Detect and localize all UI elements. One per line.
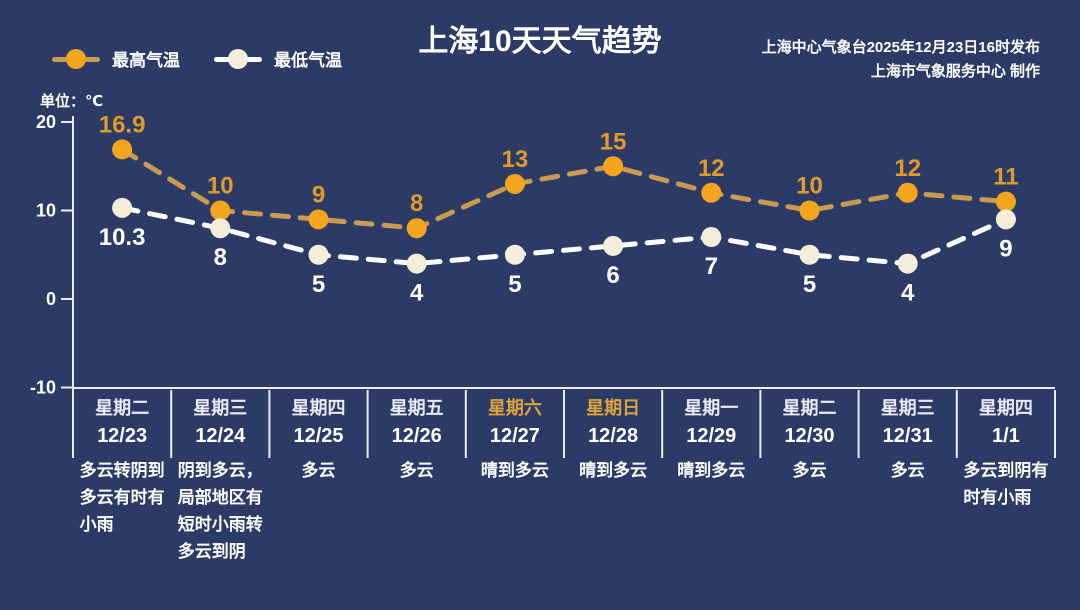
- source-block: 上海中心气象台2025年12月23日16时发布 上海市气象服务中心 制作: [762, 36, 1040, 84]
- low-temp-line: [119, 205, 1009, 267]
- low-temp-value-label: 8: [214, 244, 227, 271]
- low-temp-value-label: 4: [901, 280, 915, 307]
- unit-label: 单位：℃: [40, 93, 104, 110]
- high-temp-point: [112, 139, 133, 160]
- high-temp-line: [119, 146, 1009, 231]
- high-temp-point: [210, 200, 231, 221]
- y-axis-tick-label: 10: [36, 201, 56, 221]
- high-temp-value-label: 10: [207, 173, 234, 200]
- high-temp-value-label: 12: [894, 155, 921, 182]
- source-line-2: 上海市气象服务中心 制作: [870, 63, 1040, 80]
- high-temp-point: [701, 182, 722, 203]
- low-temp-legend-marker-icon: [214, 48, 262, 69]
- low-temp-value-label: 5: [312, 271, 325, 298]
- high-temp-point: [897, 182, 918, 203]
- legend-item-low-temp: 最低气温: [214, 46, 342, 71]
- high-temp-value-label: 9: [312, 181, 325, 208]
- low-temp-point: [112, 197, 133, 218]
- low-temp-value-label: 10.3: [99, 224, 146, 251]
- page-title: 上海10天天气趋势: [418, 25, 662, 58]
- high-temp-value-label: 15: [600, 128, 627, 155]
- high-temp-value-label: 11: [993, 164, 1018, 191]
- high-temp-point: [308, 209, 329, 230]
- low-temp-value-label: 5: [803, 271, 816, 298]
- high-temp-value-label: 13: [502, 146, 529, 173]
- low-temp-point: [210, 218, 231, 239]
- high-temp-value-label: 8: [410, 190, 423, 217]
- high-temp-point: [603, 156, 624, 177]
- y-axis-tick-label: 0: [46, 289, 56, 309]
- low-temp-value-label: 5: [508, 271, 521, 298]
- high-temp-value-label: 10: [796, 173, 823, 200]
- low-temp-point: [995, 209, 1016, 230]
- low-temp-value-label: 4: [410, 280, 424, 307]
- low-temp-point: [504, 244, 525, 265]
- low-temp-value-label: 7: [705, 253, 718, 280]
- low-temp-point: [799, 244, 820, 265]
- legend-label-high-temp: 最高气温: [112, 51, 180, 70]
- y-axis-tick-label: 20: [36, 112, 56, 132]
- low-temp-value-label: 9: [999, 235, 1012, 262]
- source-line-1: 上海中心气象台2025年12月23日16时发布: [761, 39, 1040, 56]
- chart-legend: 最高气温 最低气温: [52, 46, 342, 71]
- high-temp-legend-dot: [66, 48, 86, 69]
- legend-item-high-temp: 最高气温: [52, 46, 180, 71]
- low-temp-point: [308, 244, 329, 265]
- high-temp-point: [406, 218, 427, 239]
- high-temp-legend-marker-icon: [52, 48, 100, 69]
- legend-label-low-temp: 最低气温: [274, 51, 342, 70]
- low-temp-point: [701, 227, 722, 248]
- low-temp-value-label: 6: [606, 262, 619, 289]
- high-temp-point: [799, 200, 820, 221]
- high-temp-value-label: 16.9: [99, 111, 146, 138]
- low-temp-point: [897, 253, 918, 274]
- high-temp-point: [995, 191, 1016, 212]
- low-temp-legend-dot: [228, 48, 248, 69]
- low-temp-point: [406, 253, 427, 274]
- high-temp-point: [504, 173, 525, 194]
- y-axis-tick-label: -10: [30, 378, 56, 398]
- low-temp-point: [603, 235, 624, 256]
- high-temp-value-label: 12: [698, 155, 725, 182]
